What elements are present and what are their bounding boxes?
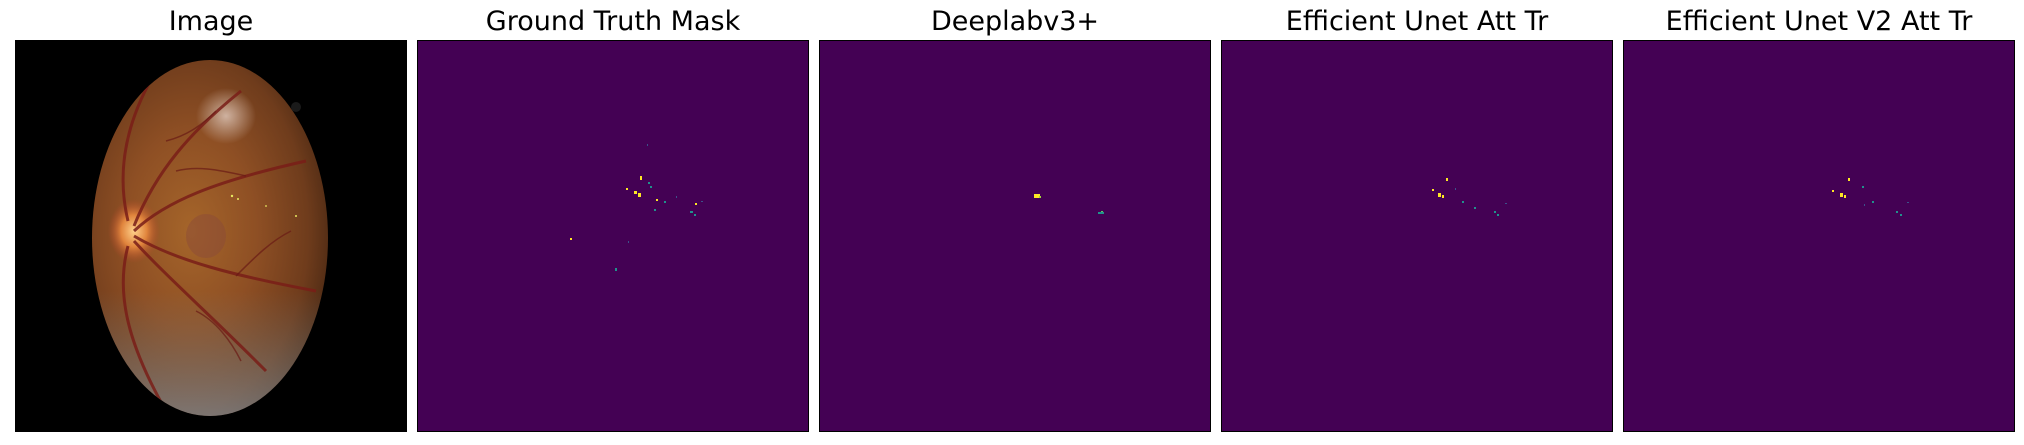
efficient-unet-v2-att-tr-prediction [1623, 40, 2015, 432]
panel-title: Image [168, 6, 254, 37]
panel-efficient-unet-att-tr: Efficient Unet Att Tr [1221, 0, 1613, 445]
fundus-image [15, 40, 407, 432]
panel-title: Efficient Unet V2 Att Tr [1665, 6, 1973, 37]
efficient-unet-att-tr-prediction [1221, 40, 1613, 432]
panel-deeplabv3plus: Deeplabv3+ [819, 0, 1211, 445]
panel-title: Ground Truth Mask [485, 6, 741, 37]
panel-efficient-unet-v2-att-tr: Efficient Unet V2 Att Tr [1623, 0, 2015, 445]
panel-ground-truth: Ground Truth Mask [417, 0, 809, 445]
panel-title: Efficient Unet Att Tr [1285, 6, 1549, 37]
panel-image: Image [15, 0, 407, 445]
ground-truth-mask [417, 40, 809, 432]
deeplabv3plus-prediction [819, 40, 1211, 432]
panel-title: Deeplabv3+ [930, 6, 1100, 37]
